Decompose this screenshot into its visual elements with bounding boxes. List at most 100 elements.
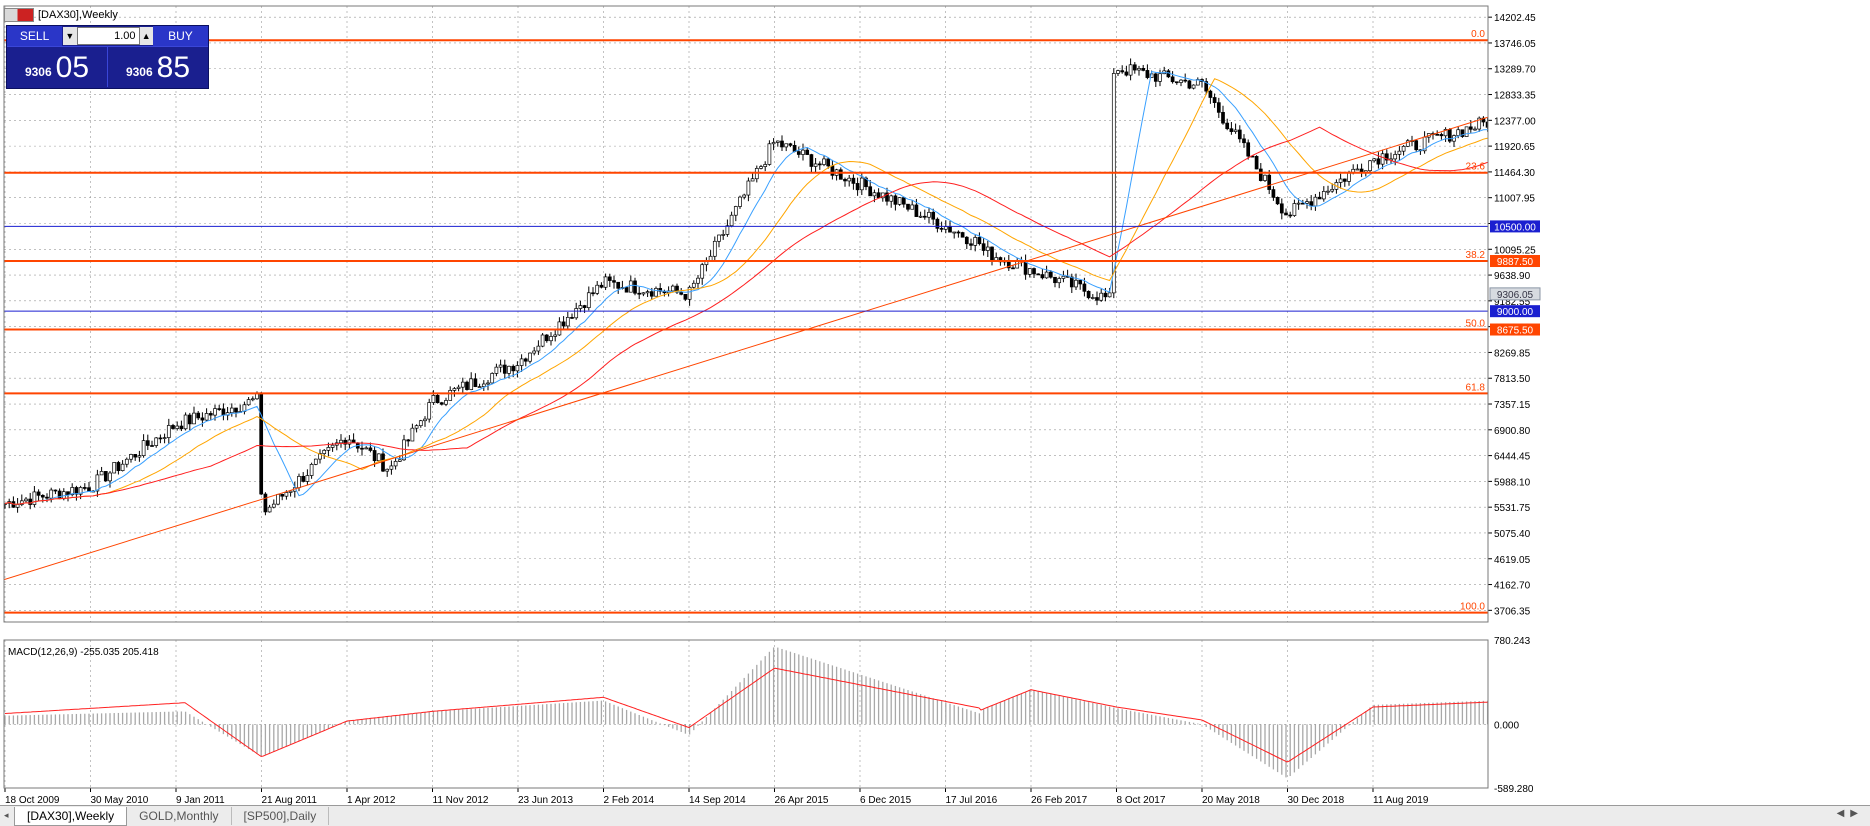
candle-body bbox=[763, 164, 768, 167]
candle-body bbox=[330, 444, 335, 448]
candle-body bbox=[112, 462, 117, 474]
price-level-tag bbox=[1490, 255, 1540, 268]
candle-body bbox=[1326, 190, 1330, 193]
candle-body bbox=[1044, 271, 1049, 279]
candle-body bbox=[549, 336, 553, 342]
candle-body bbox=[1216, 102, 1221, 113]
candle-body bbox=[435, 395, 440, 404]
candle-body bbox=[1401, 145, 1406, 152]
candle-body bbox=[234, 407, 238, 413]
candle-body bbox=[1141, 68, 1146, 71]
candle-body bbox=[721, 234, 726, 236]
volume-up-icon[interactable]: ▲ bbox=[139, 27, 153, 45]
candle-body bbox=[1368, 160, 1372, 172]
candle-body bbox=[759, 166, 763, 169]
y-tick-label: 8269.85 bbox=[1494, 348, 1531, 359]
candle-body bbox=[1103, 292, 1108, 298]
macd-y-tick-label: -589.280 bbox=[1494, 784, 1534, 795]
candle-body bbox=[901, 197, 906, 205]
chart-area[interactable]: 14202.45 13746.05 13289.70 12833.35 12377.00… bbox=[0, 0, 1870, 805]
fib-level-label: 0.0 bbox=[1471, 29, 1485, 40]
candle-body bbox=[305, 475, 310, 482]
fib-level-label: 38.2 bbox=[1466, 250, 1486, 261]
x-tick-label: 26 Apr 2015 bbox=[775, 795, 829, 805]
candle-body bbox=[1279, 203, 1284, 214]
candle-body bbox=[607, 276, 612, 281]
volume-input[interactable] bbox=[76, 27, 140, 45]
tab-dax30-weekly[interactable]: [DAX30],Weekly bbox=[14, 806, 128, 826]
candle-body bbox=[864, 177, 868, 188]
candle-body bbox=[259, 392, 264, 495]
sell-price[interactable]: 9306 05 bbox=[7, 46, 107, 87]
y-tick-label: 12833.35 bbox=[1494, 91, 1536, 102]
candle-body bbox=[1246, 142, 1251, 157]
candle-body bbox=[830, 165, 835, 176]
tab-scroll-arrows-icon[interactable]: ◀▶ bbox=[1836, 808, 1864, 819]
buy-button[interactable]: BUY bbox=[152, 26, 208, 46]
candle-body bbox=[271, 503, 276, 508]
symbol-flag-icon bbox=[4, 8, 34, 22]
candle-body bbox=[87, 487, 91, 492]
candle-body bbox=[708, 255, 713, 261]
y-tick-label: 9638.90 bbox=[1494, 271, 1531, 282]
candle-body bbox=[166, 425, 171, 438]
x-tick-label: 1 Apr 2012 bbox=[347, 795, 396, 805]
candle-body bbox=[628, 280, 633, 293]
y-tick-label: 6444.45 bbox=[1494, 452, 1531, 463]
candle-body bbox=[1300, 202, 1305, 205]
candle-body bbox=[376, 453, 381, 462]
candle-body bbox=[1330, 188, 1335, 192]
candle-body bbox=[1027, 268, 1032, 275]
candle-body bbox=[15, 504, 20, 508]
sell-button[interactable]: SELL bbox=[7, 26, 63, 46]
candle-body bbox=[200, 417, 205, 421]
candle-body bbox=[1271, 189, 1276, 198]
buy-price-big: 85 bbox=[156, 51, 191, 84]
candle-body bbox=[1321, 191, 1326, 200]
candle-body bbox=[490, 373, 495, 384]
candle-body bbox=[586, 292, 591, 308]
candle-body bbox=[460, 381, 465, 388]
candle-body bbox=[393, 460, 398, 467]
buy-price[interactable]: 9306 85 bbox=[107, 46, 208, 87]
candle-body bbox=[822, 158, 826, 165]
candle-body bbox=[36, 491, 41, 496]
candle-body bbox=[1447, 129, 1452, 142]
candle-body bbox=[364, 447, 369, 450]
candle-body bbox=[897, 197, 902, 205]
ma-slow-line bbox=[4, 126, 1488, 505]
candle-body bbox=[1380, 153, 1385, 165]
candle-body bbox=[481, 383, 486, 387]
candle-body bbox=[326, 447, 331, 451]
candle-body bbox=[561, 321, 566, 327]
tab-gold-monthly[interactable]: GOLD,Monthly bbox=[127, 807, 232, 825]
candle-body bbox=[217, 408, 222, 410]
candle-body bbox=[221, 408, 226, 416]
tab-scroll-icon[interactable]: ◂ bbox=[4, 810, 9, 820]
candle-body bbox=[1229, 128, 1234, 132]
tab-sp500-daily[interactable]: [SP500],Daily bbox=[232, 807, 330, 825]
candle-body bbox=[1477, 117, 1482, 130]
macd-signal-line bbox=[4, 667, 1488, 763]
candle-body bbox=[78, 487, 83, 495]
candle-body bbox=[969, 243, 973, 246]
candle-body bbox=[847, 177, 852, 182]
x-tick-label: 18 Oct 2009 bbox=[5, 795, 60, 805]
candle-body bbox=[935, 218, 940, 229]
candle-body bbox=[1208, 90, 1213, 98]
candle-body bbox=[914, 204, 919, 217]
candle-body bbox=[120, 463, 125, 471]
candle-body bbox=[1372, 158, 1377, 162]
candle-body bbox=[347, 439, 352, 445]
candle-body bbox=[922, 215, 927, 218]
volume-dropdown-icon[interactable]: ▼ bbox=[63, 27, 77, 45]
candle-body bbox=[1439, 134, 1444, 137]
candle-body bbox=[943, 226, 948, 230]
candle-body bbox=[108, 472, 112, 482]
y-tick-label: 6900.80 bbox=[1494, 426, 1531, 437]
candle-body bbox=[851, 177, 856, 184]
candle-body bbox=[1074, 279, 1078, 288]
candle-body bbox=[95, 474, 100, 492]
candle-body bbox=[1204, 81, 1209, 92]
fib-level-label: 50.0 bbox=[1466, 319, 1486, 330]
